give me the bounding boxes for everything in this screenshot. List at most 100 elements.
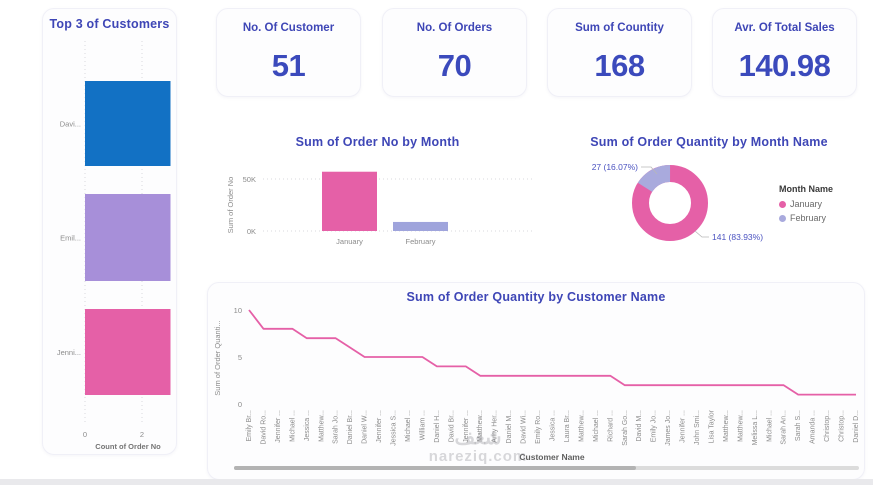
x-tick-label: Michael ... [289, 410, 296, 442]
kpi-label-orders: No. Of Orders [416, 22, 493, 34]
x-tick-label: Michael ... [593, 410, 600, 442]
x-tick-label: Amanda ... [810, 410, 817, 444]
order-no-by-month-title: Sum of Order No by Month [295, 135, 460, 149]
kpi-card-countity: Sum of Countity 168 [547, 8, 692, 97]
x-tick-label: Sarah Jo... [333, 410, 340, 444]
x-tick-label: Laura Br... [564, 410, 571, 442]
order-qty-by-month-panel: Sum of Order Quantity by Month Name 27 (… [545, 128, 873, 273]
x-tick-label: Jennifer ... [463, 410, 470, 443]
callout-label-february: 27 (16.07%) [592, 162, 638, 172]
category-label: Emil... [60, 234, 81, 243]
x-tick-label: Matthew... [578, 410, 585, 442]
x-tick-label: Sarah Go... [622, 410, 629, 446]
order-qty-by-month-chart[interactable]: 27 (16.07%) 141 (83.93%) [545, 149, 873, 267]
order-qty-by-customer-title: Sum of Order Quantity by Customer Name [406, 290, 666, 304]
x-tick-label: Lisa Taylor [708, 409, 715, 443]
x-tick-label: William ... [419, 410, 426, 440]
bar-january[interactable] [322, 171, 377, 231]
x-tick-label: Jessica S... [391, 410, 398, 446]
order-qty-by-customer-chart[interactable]: 0 5 10 Sum of Order Quanti... Emily Br... Dav… [208, 304, 865, 476]
bar-february[interactable] [393, 221, 448, 231]
bar-jenni[interactable] [85, 309, 171, 395]
line-series[interactable] [248, 309, 856, 396]
legend-item-february[interactable]: February [779, 213, 833, 223]
x-tick-label: Sarah S... [795, 410, 802, 441]
x-tick-label: Michael ... [405, 410, 412, 442]
february-legend-dot-icon [779, 214, 786, 222]
x-tick-label: Jessica ... [304, 410, 311, 441]
bar-emil[interactable] [85, 194, 171, 281]
category-label: Davi... [60, 120, 81, 129]
order-no-by-month-chart[interactable]: 0K 50K January February Sum of Order No [215, 149, 540, 259]
x-tick-label: David M... [636, 410, 643, 442]
window-bottom-edge [0, 479, 873, 485]
x-tick-label: Daniel W... [362, 410, 369, 444]
donut-slice-february[interactable] [629, 162, 710, 243]
x-tick-label: Matthew... [723, 410, 730, 442]
callout-line-january [694, 230, 709, 238]
kpi-label-customers: No. Of Customer [242, 22, 335, 34]
order-qty-by-customer-card: Sum of Order Quantity by Customer Name 0… [207, 282, 865, 480]
x-tick-label: Matthew... [318, 410, 325, 442]
order-no-by-month-panel: Sum of Order No by Month 0K 50K January Feb… [215, 128, 540, 268]
x-tick-label: 2 [140, 430, 144, 439]
x-tick-label: James Jo... [665, 410, 672, 446]
kpi-card-customers: No. Of Customer 51 [216, 8, 361, 97]
january-legend-dot-icon [779, 200, 786, 208]
legend-label-february: February [790, 213, 827, 223]
donut-legend-title: Month Name [779, 184, 833, 194]
x-tick-label: Emily Br... [246, 410, 253, 442]
x-tick-label: 0 [83, 430, 87, 439]
x-tick-label: David Br... [448, 410, 455, 442]
y-tick-label: 50K [243, 175, 256, 184]
x-tick-label: Daniel D... [853, 410, 860, 443]
kpi-label-total-sales: Avr. Of Total Sales [734, 22, 835, 34]
x-axis-title: Count of Order No [95, 442, 161, 451]
top3-customers-title: Top 3 of Customers [49, 17, 170, 31]
bar-davi[interactable] [85, 81, 171, 166]
x-tick-label: Matthew... [737, 410, 744, 442]
y-tick-label: 0K [247, 227, 256, 236]
order-qty-by-month-title: Sum of Order Quantity by Month Name [590, 135, 828, 149]
x-tick-label: Emily Ro... [535, 410, 542, 444]
y-tick-label: 0 [238, 400, 242, 409]
x-tick-label: Emily Jo... [651, 410, 658, 442]
x-axis-title: Customer Name [519, 452, 584, 462]
x-tick-label: Jessica ... [550, 410, 557, 441]
x-tick-label: Sarah An... [781, 410, 788, 445]
kpi-card-total-sales: Avr. Of Total Sales 140.98 [712, 8, 857, 97]
x-tick-label: Melissa L... [752, 410, 759, 445]
kpi-value-countity: 168 [594, 48, 645, 83]
x-tick-label: Daniel H... [434, 410, 441, 443]
x-tick-label: Daniel M... [506, 410, 513, 444]
donut-legend: Month Name January February [779, 184, 833, 223]
category-label: Jenni... [57, 348, 81, 357]
x-tick-label: Jennifer ... [376, 410, 383, 443]
legend-item-january[interactable]: January [779, 199, 833, 209]
x-tick-label: John Smi... [694, 410, 701, 445]
x-tick-label: Matthew... [477, 410, 484, 442]
kpi-card-orders: No. Of Orders 70 [382, 8, 527, 97]
y-tick-label: 5 [238, 353, 242, 362]
kpi-label-countity: Sum of Countity [575, 22, 664, 34]
top3-customers-chart[interactable]: 0 2 Davi... Emil... Jenni... Count of Order N… [43, 31, 177, 451]
kpi-value-orders: 70 [437, 48, 472, 83]
kpi-value-total-sales: 140.98 [738, 48, 831, 83]
y-tick-label: 10 [234, 306, 242, 315]
x-tick-label: Michael ... [766, 410, 773, 442]
top3-customers-card: Top 3 of Customers 0 2 Davi... Emil... Jenni… [42, 8, 177, 455]
x-tick-label: Amy Her... [492, 410, 499, 443]
x-tick-label: Jennifer ... [275, 410, 282, 443]
y-axis-title: Sum of Order Quanti... [213, 320, 222, 395]
x-tick-label: Richard ... [607, 410, 614, 442]
x-tick-label: February [405, 237, 435, 246]
x-tick-label: Daniel Br... [347, 410, 354, 444]
x-tick-label: David Ro... [260, 410, 267, 445]
x-scrollbar-thumb[interactable] [234, 466, 636, 470]
legend-label-january: January [790, 199, 823, 209]
x-tick-label: January [336, 237, 363, 246]
y-axis-title: Sum of Order No [226, 177, 235, 234]
x-tick-label: David Wi... [521, 410, 528, 444]
kpi-value-customers: 51 [271, 48, 306, 83]
x-tick-label: Christop... [824, 410, 831, 442]
